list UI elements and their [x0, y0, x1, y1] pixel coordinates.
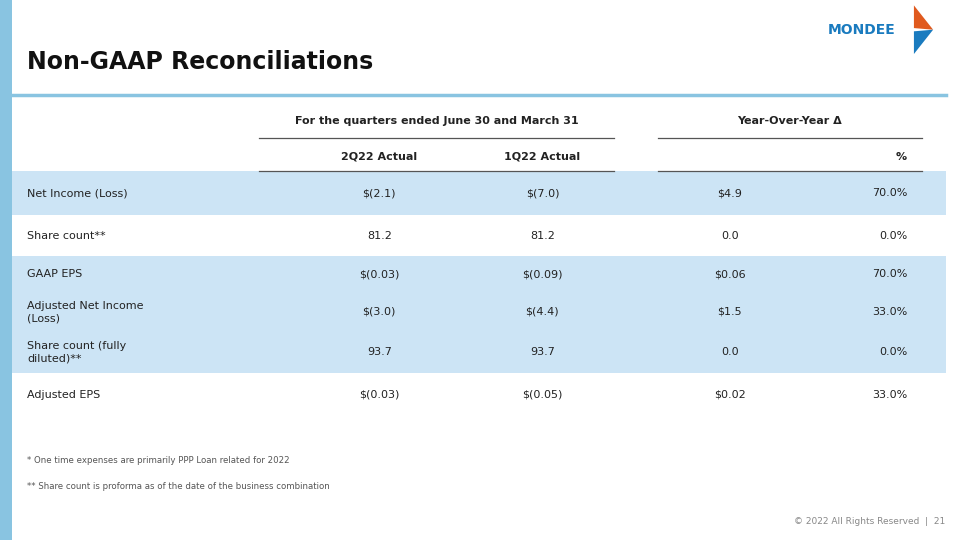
Text: 0.0: 0.0 [721, 347, 738, 357]
Text: 33.0%: 33.0% [872, 390, 907, 400]
Text: MONDEE: MONDEE [828, 23, 896, 37]
Text: 1Q22 Actual: 1Q22 Actual [504, 152, 581, 161]
Text: 93.7: 93.7 [367, 347, 392, 357]
Text: 70.0%: 70.0% [872, 188, 907, 198]
Text: 0.0: 0.0 [721, 231, 738, 241]
Polygon shape [914, 30, 933, 54]
Text: $(0.09): $(0.09) [522, 269, 563, 279]
Text: $1.5: $1.5 [717, 307, 742, 317]
Text: Net Income (Loss): Net Income (Loss) [27, 188, 128, 198]
Text: GAAP EPS: GAAP EPS [27, 269, 83, 279]
Text: $4.9: $4.9 [717, 188, 742, 198]
Text: 93.7: 93.7 [530, 347, 555, 357]
Text: $(2.1): $(2.1) [363, 188, 396, 198]
Bar [12, 256, 946, 292]
Text: Adjusted EPS: Adjusted EPS [27, 390, 100, 400]
Text: $(0.03): $(0.03) [359, 390, 399, 400]
Text: $(0.03): $(0.03) [359, 269, 399, 279]
Text: Share count**: Share count** [27, 231, 106, 241]
Text: Adjusted Net Income
(Loss): Adjusted Net Income (Loss) [27, 301, 143, 323]
Text: 81.2: 81.2 [530, 231, 555, 241]
Text: $0.06: $0.06 [714, 269, 745, 279]
Text: 70.0%: 70.0% [872, 269, 907, 279]
Bar [12, 171, 946, 215]
Text: 2Q22 Actual: 2Q22 Actual [341, 152, 418, 161]
Text: 0.0%: 0.0% [879, 231, 907, 241]
Polygon shape [914, 5, 933, 30]
Text: %: % [896, 152, 907, 161]
Text: Year-Over-Year Δ: Year-Over-Year Δ [737, 117, 842, 126]
Text: © 2022 All Rights Reserved  |  21: © 2022 All Rights Reserved | 21 [794, 517, 946, 526]
Text: $(0.05): $(0.05) [522, 390, 563, 400]
Text: $(4.4): $(4.4) [525, 307, 560, 317]
Text: 0.0%: 0.0% [879, 347, 907, 357]
Text: Non-GAAP Reconciliations: Non-GAAP Reconciliations [27, 50, 373, 74]
Bar [0, 0, 12, 540]
Text: 81.2: 81.2 [367, 231, 392, 241]
Text: 33.0%: 33.0% [872, 307, 907, 317]
Text: $0.02: $0.02 [713, 390, 746, 400]
Bar [12, 292, 946, 332]
Bar [12, 332, 946, 373]
Text: For the quarters ended June 30 and March 31: For the quarters ended June 30 and March… [295, 117, 579, 126]
Text: $(3.0): $(3.0) [363, 307, 396, 317]
Text: ** Share count is proforma as of the date of the business combination: ** Share count is proforma as of the dat… [27, 482, 329, 491]
Text: Share count (fully
diluted)**: Share count (fully diluted)** [27, 341, 126, 363]
Text: * One time expenses are primarily PPP Loan related for 2022: * One time expenses are primarily PPP Lo… [27, 456, 290, 465]
Text: $(7.0): $(7.0) [526, 188, 559, 198]
